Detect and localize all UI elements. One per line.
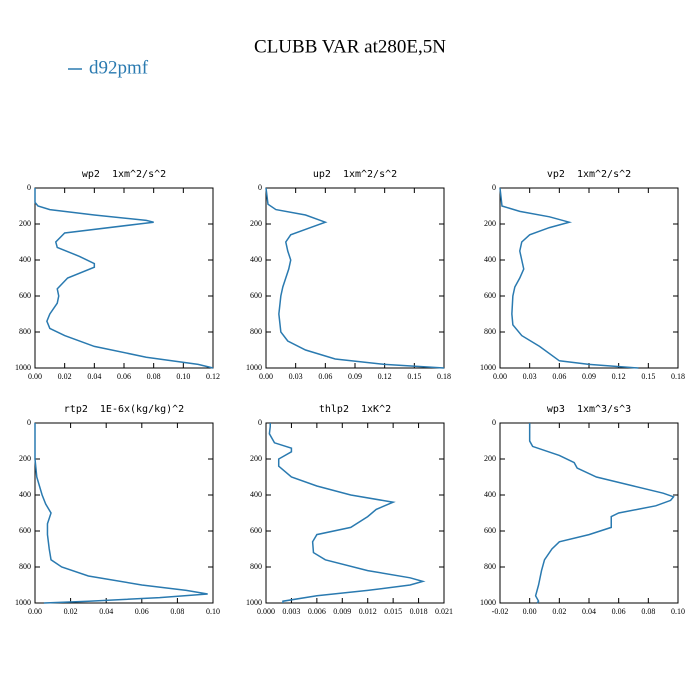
x-tick-label: 0.00 (493, 372, 507, 381)
x-tick-label: 0.09 (582, 372, 596, 381)
x-tick-label: 0.06 (135, 607, 149, 616)
panel-title: vp2 1xm^2/s^2 (547, 169, 631, 180)
figure-title: CLUBB VAR at280E,5N (254, 36, 446, 57)
x-tick-label: -0.02 (492, 607, 509, 616)
x-tick-label: 0.04 (87, 372, 101, 381)
y-tick-label: 800 (19, 562, 31, 571)
y-tick-label: 400 (484, 255, 496, 264)
y-tick-label: 600 (250, 291, 262, 300)
x-tick-label: 0.09 (348, 372, 362, 381)
x-tick-label: 0.10 (176, 372, 190, 381)
x-tick-label: 0.015 (384, 607, 402, 616)
x-tick-label: 0.10 (206, 607, 220, 616)
y-tick-label: 400 (19, 490, 31, 499)
y-tick-label: 200 (484, 454, 496, 463)
y-tick-label: 1000 (480, 598, 496, 607)
x-tick-label: 0.12 (612, 372, 626, 381)
y-tick-label: 0 (492, 418, 496, 427)
x-tick-label: 0.02 (64, 607, 78, 616)
x-tick-label: 0.18 (437, 372, 451, 381)
x-tick-label: 0.10 (671, 607, 685, 616)
profile-line (268, 423, 426, 603)
y-tick-label: 0 (258, 183, 262, 192)
x-tick-label: 0.08 (170, 607, 184, 616)
y-tick-label: 200 (250, 454, 262, 463)
x-tick-label: 0.012 (359, 607, 377, 616)
x-tick-label: 0.08 (641, 607, 655, 616)
y-tick-label: 600 (19, 526, 31, 535)
x-tick-label: 0.15 (641, 372, 655, 381)
y-tick-label: 600 (484, 291, 496, 300)
x-tick-label: 0.18 (671, 372, 685, 381)
profile-line (34, 188, 214, 369)
x-tick-label: 0.06 (612, 607, 626, 616)
x-tick-label: 0.021 (435, 607, 453, 616)
y-tick-label: 800 (484, 562, 496, 571)
y-tick-label: 800 (250, 562, 262, 571)
panel-title: thlp2 1xK^2 (319, 404, 391, 415)
x-tick-label: 0.12 (206, 372, 220, 381)
y-tick-label: 400 (250, 490, 262, 499)
legend-label: d92pmf (89, 57, 149, 78)
y-tick-label: 200 (484, 219, 496, 228)
x-tick-label: 0.02 (552, 607, 566, 616)
y-tick-label: 200 (19, 454, 31, 463)
y-tick-label: 400 (19, 255, 31, 264)
y-tick-label: 400 (250, 255, 262, 264)
y-tick-label: 0 (27, 418, 31, 427)
x-tick-label: 0.15 (407, 372, 421, 381)
y-tick-label: 600 (484, 526, 496, 535)
profile-line (34, 423, 208, 604)
y-tick-label: 0 (27, 183, 31, 192)
x-tick-label: 0.08 (147, 372, 161, 381)
x-tick-label: 0.00 (28, 607, 42, 616)
x-tick-label: 0.03 (523, 372, 537, 381)
y-tick-label: 1000 (246, 363, 262, 372)
x-tick-label: 0.000 (257, 607, 275, 616)
y-tick-label: 200 (250, 219, 262, 228)
x-tick-label: 0.06 (318, 372, 332, 381)
y-tick-label: 200 (19, 219, 31, 228)
x-tick-label: 0.04 (582, 607, 596, 616)
y-tick-label: 400 (484, 490, 496, 499)
y-tick-label: 1000 (15, 598, 31, 607)
panel-title: wp2 1xm^2/s^2 (82, 169, 166, 180)
profile-line (528, 423, 675, 604)
y-tick-label: 0 (258, 418, 262, 427)
y-tick-label: 600 (250, 526, 262, 535)
x-tick-label: 0.006 (308, 607, 326, 616)
x-tick-label: 0.02 (58, 372, 72, 381)
x-tick-label: 0.00 (259, 372, 273, 381)
x-tick-label: 0.06 (117, 372, 131, 381)
y-tick-label: 800 (484, 327, 496, 336)
y-tick-label: 1000 (246, 598, 262, 607)
x-tick-label: 0.00 (28, 372, 42, 381)
plot-frame (34, 422, 214, 604)
panel-title: wp3 1xm^3/s^3 (547, 404, 631, 415)
x-tick-label: 0.04 (99, 607, 113, 616)
panel-title: rtp2 1E-6x(kg/kg)^2 (64, 404, 184, 415)
x-tick-label: 0.009 (333, 607, 351, 616)
x-tick-label: 0.018 (410, 607, 428, 616)
y-tick-label: 800 (250, 327, 262, 336)
x-tick-label: 0.00 (523, 607, 537, 616)
x-tick-label: 0.03 (289, 372, 303, 381)
profile-line (265, 187, 445, 369)
plot-frame (265, 422, 445, 604)
panel-title: up2 1xm^2/s^2 (313, 169, 397, 180)
profile-line (499, 187, 639, 369)
x-tick-label: 0.003 (282, 607, 300, 616)
x-tick-label: 0.12 (378, 372, 392, 381)
x-tick-label: 0.06 (552, 372, 566, 381)
y-tick-label: 0 (492, 183, 496, 192)
y-tick-label: 1000 (15, 363, 31, 372)
y-tick-label: 1000 (480, 363, 496, 372)
y-tick-label: 800 (19, 327, 31, 336)
y-tick-label: 600 (19, 291, 31, 300)
